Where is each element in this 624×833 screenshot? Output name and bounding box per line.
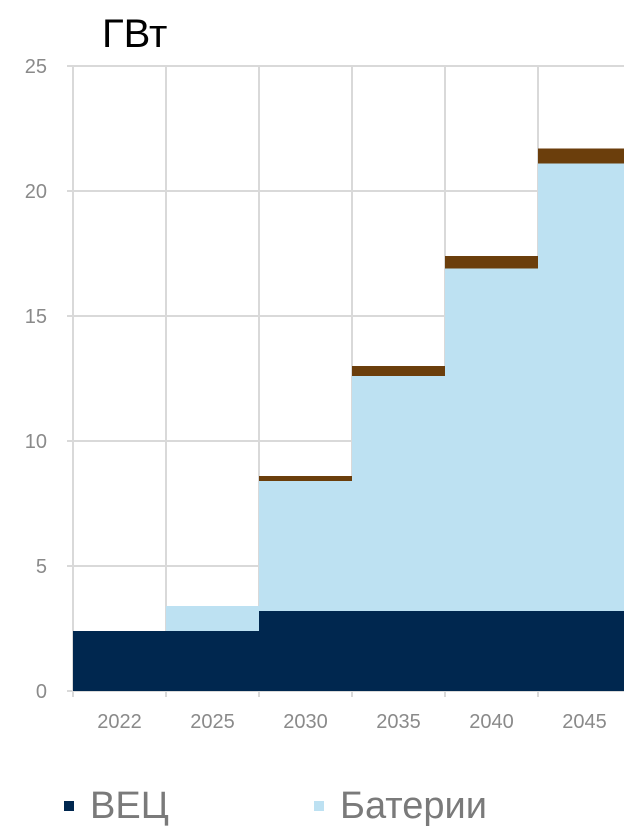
x-tick-label-2022: 2022 xyxy=(97,711,142,733)
area-segment-s0-2045 xyxy=(538,611,624,691)
area-segment-s1-2035 xyxy=(352,376,445,611)
legend-label-batteries: Батерии xyxy=(340,784,487,827)
legend-swatch-vets xyxy=(64,801,74,811)
y-tick-label-25: 25 xyxy=(25,56,47,78)
y-tick-label-0: 0 xyxy=(36,681,47,703)
y-tick-label-5: 5 xyxy=(36,556,47,578)
legend: ВЕЦ Батерии xyxy=(64,783,624,829)
area-segment-s1-2045 xyxy=(538,163,624,611)
area-segment-s1-2030 xyxy=(259,481,352,611)
area-segment-s1-2025 xyxy=(166,606,259,631)
x-tick-label-2030: 2030 xyxy=(283,711,328,733)
area-segment-s0-2035 xyxy=(352,611,445,691)
legend-swatch-batteries xyxy=(314,801,324,811)
legend-item-vets: ВЕЦ xyxy=(64,783,169,829)
area-segment-s2-2045 xyxy=(538,148,624,164)
legend-label-vets: ВЕЦ xyxy=(90,784,169,827)
y-tick-label-10: 10 xyxy=(25,431,47,453)
area-segment-s1-2040 xyxy=(445,268,538,611)
area-segment-s2-2030 xyxy=(259,476,352,481)
y-tick-label-20: 20 xyxy=(25,181,47,203)
x-tick-label-2035: 2035 xyxy=(376,711,421,733)
legend-item-batteries: Батерии xyxy=(314,783,487,829)
area-segment-s2-2035 xyxy=(352,366,445,376)
area-segment-s0-2040 xyxy=(445,611,538,691)
x-tick-label-2025: 2025 xyxy=(190,711,235,733)
area-segment-s2-2040 xyxy=(445,256,538,269)
x-tick-label-2045: 2045 xyxy=(562,711,607,733)
area-segment-s0-2022 xyxy=(73,631,166,691)
area-segment-s0-2025 xyxy=(166,631,259,691)
y-tick-label-15: 15 xyxy=(25,306,47,328)
area-segment-s0-2030 xyxy=(259,611,352,691)
x-tick-label-2040: 2040 xyxy=(469,711,514,733)
unit-label: ГВт xyxy=(102,12,167,56)
